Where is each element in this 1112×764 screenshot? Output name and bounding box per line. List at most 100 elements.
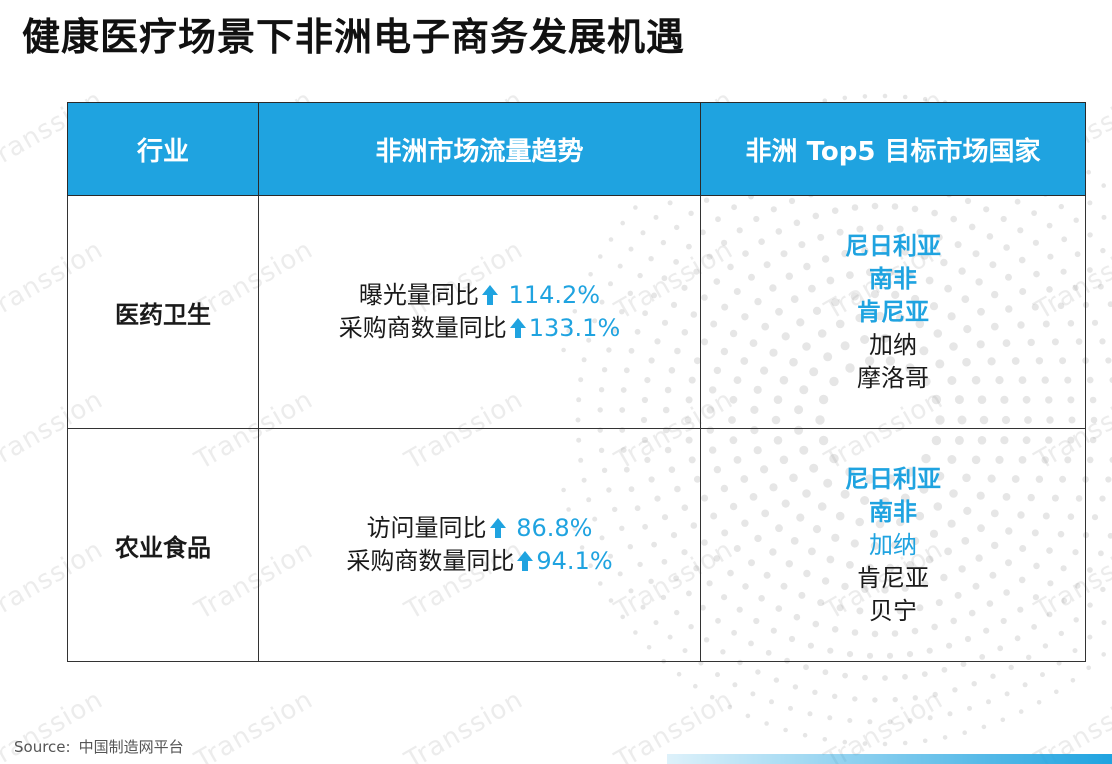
decorative-dot (902, 673, 908, 680)
decorative-dot (852, 696, 858, 702)
up-arrow-icon (509, 318, 526, 338)
decorative-dot (727, 704, 733, 710)
country-item: 摩洛哥 (857, 363, 929, 392)
decorative-dot (732, 682, 738, 688)
decorative-dot (807, 711, 813, 717)
trend-line: 采购商数量同比 133.1% (259, 312, 700, 345)
decorative-dot (1086, 456, 1094, 464)
table-header-row: 行业 非洲市场流量趋势 非洲 Top5 目标市场国家 (67, 102, 1086, 196)
decorative-dot (1086, 376, 1094, 384)
decorative-dot (764, 721, 769, 726)
watermark-text: Transsion (1030, 684, 1112, 764)
decorative-dot (882, 93, 888, 99)
decorative-dot (1089, 396, 1097, 404)
decorative-dot (847, 718, 853, 723)
countries-cell: 尼日利亚 南非 加纳 肯尼亚 贝宁 (700, 428, 1086, 662)
country-item: 加纳 (869, 530, 917, 559)
decorative-dot (822, 669, 829, 676)
decorative-dot (921, 671, 928, 677)
decorative-dot (1101, 183, 1106, 188)
country-item: 肯尼亚 (857, 563, 929, 592)
decorative-dot (882, 741, 888, 747)
table-row: 医药卫生 曝光量同比 114.2% 采购商数量同比 133.1% 尼日利亚 南非 … (67, 195, 1086, 429)
decorative-dot (1107, 301, 1112, 308)
source-text: 中国制造网平台 (78, 738, 184, 756)
trend-line: 采购商数量同比 94.1% (259, 545, 700, 578)
up-arrow-icon (517, 551, 534, 571)
industry-cell: 农业食品 (67, 428, 259, 662)
trend-value: 86.8% (508, 514, 593, 542)
market-table: 行业 非洲市场流量趋势 非洲 Top5 目标市场国家 医药卫生 曝光量同比 11… (67, 102, 1086, 662)
decorative-dot (1090, 416, 1098, 424)
decorative-dot (967, 705, 972, 711)
decorative-dot (755, 669, 761, 675)
up-arrow-icon (489, 518, 506, 538)
decorative-dot (1087, 602, 1093, 608)
decorative-dot (1087, 267, 1093, 273)
trend-value: 133.1% (528, 314, 621, 342)
decorative-dot (832, 693, 838, 699)
decorative-dot (882, 675, 888, 681)
decorative-dot (1008, 664, 1014, 671)
decorative-dot (892, 696, 898, 703)
decorative-dot (1098, 283, 1104, 290)
header-traffic-trend: 非洲市场流量趋势 (258, 102, 701, 196)
decorative-dot (1099, 495, 1106, 502)
decorative-dot (1086, 169, 1091, 175)
decorative-dot (1004, 691, 1010, 697)
trend-label: 访问量同比 (366, 514, 487, 542)
decorative-dot (1018, 709, 1024, 714)
decorative-dot (872, 697, 878, 703)
decorative-dot (922, 738, 928, 744)
decorative-dot (1100, 247, 1106, 254)
watermark-text: Transsion (610, 684, 739, 764)
decorative-dot (1091, 319, 1099, 326)
decorative-dot (1098, 550, 1104, 557)
decorative-dot (862, 674, 868, 681)
trend-label: 采购商数量同比 (346, 547, 515, 575)
decorative-dot (1054, 689, 1059, 695)
decorative-dot (1087, 567, 1093, 573)
decorative-dot (827, 715, 833, 721)
trend-value: 94.1% (536, 547, 613, 575)
up-arrow-icon (481, 285, 498, 305)
decorative-dot (990, 673, 996, 679)
decorative-dot (1036, 700, 1042, 705)
decorative-dot (981, 724, 987, 730)
countries-cell: 尼日利亚 南非 肯尼亚 加纳 摩洛哥 (700, 195, 1086, 429)
country-item: 肯尼亚 (857, 297, 929, 326)
decorative-dot (803, 664, 809, 671)
decorative-dot (1105, 357, 1112, 364)
decorative-dot (842, 672, 848, 679)
decorative-dot (1000, 717, 1006, 723)
decorative-dot (1105, 476, 1112, 483)
country-item: 南非 (869, 264, 917, 293)
decorative-dot (1089, 436, 1097, 444)
data-table: 行业 非洲市场流量趋势 非洲 Top5 目标市场国家 医药卫生 曝光量同比 11… (67, 102, 1086, 662)
decorative-dot (1099, 338, 1106, 345)
decorative-dot (802, 732, 808, 738)
country-item: 尼日利亚 (845, 464, 941, 493)
decorative-dot (745, 713, 751, 719)
country-item: 加纳 (869, 330, 917, 359)
decorative-dot (902, 94, 908, 100)
watermark-text: Transsion (400, 684, 529, 764)
decorative-dot (1022, 682, 1028, 688)
page-title: 健康医疗场景下非洲电子商务发展机遇 (22, 15, 686, 59)
decorative-dot (812, 689, 818, 695)
trend-cell: 访问量同比 86.8% 采购商数量同比 94.1% (258, 428, 701, 662)
decorative-dot (842, 739, 848, 745)
decorative-dot (907, 718, 913, 723)
header-top5-countries: 非洲 Top5 目标市场国家 (700, 102, 1086, 196)
decorative-dot (867, 719, 873, 725)
decorative-dot (960, 661, 967, 667)
decorative-dot (902, 740, 908, 746)
decorative-dot (1087, 634, 1093, 640)
decorative-dot (1070, 678, 1076, 683)
decorative-dot (962, 730, 967, 735)
decorative-dot (773, 677, 780, 683)
decorative-dot (1091, 514, 1099, 521)
trend-label: 采购商数量同比 (338, 314, 507, 342)
decorative-dot (932, 691, 938, 698)
decorative-dot (927, 715, 933, 721)
